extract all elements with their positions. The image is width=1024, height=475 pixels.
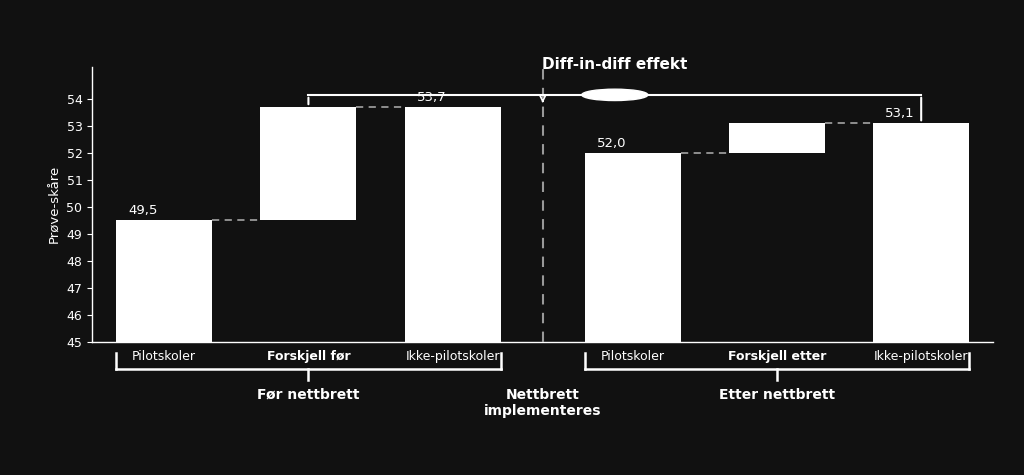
Bar: [729, 123, 825, 153]
Bar: [260, 107, 356, 220]
Bar: [873, 123, 970, 342]
Y-axis label: Prøve-skåre: Prøve-skåre: [48, 165, 60, 243]
Text: Før nettbrett: Før nettbrett: [257, 388, 359, 402]
Text: 53,7: 53,7: [417, 91, 446, 104]
Bar: [585, 153, 681, 342]
Text: Etter nettbrett: Etter nettbrett: [719, 388, 836, 402]
Text: 53,1: 53,1: [885, 107, 914, 120]
Text: 49,5: 49,5: [128, 204, 158, 217]
Text: Diff-in-diff effekt: Diff-in-diff effekt: [542, 57, 687, 72]
Bar: [116, 220, 212, 342]
Ellipse shape: [582, 89, 648, 101]
Text: Nettbrett
implementeres: Nettbrett implementeres: [484, 388, 601, 418]
Text: 52,0: 52,0: [597, 137, 627, 150]
Bar: [404, 107, 501, 342]
